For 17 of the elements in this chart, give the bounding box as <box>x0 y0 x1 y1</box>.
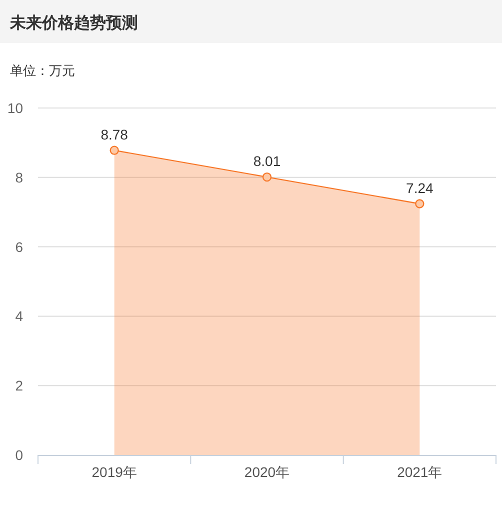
x-tick-label: 2020年 <box>244 464 290 480</box>
y-tick-label: 0 <box>15 447 24 463</box>
chart-subtitle: 单位：万元 <box>10 63 75 78</box>
y-tick-label: 2 <box>15 378 24 394</box>
y-tick-label: 10 <box>7 100 24 116</box>
chart-title: 未来价格趋势预测 <box>9 14 138 32</box>
y-tick-label: 4 <box>15 308 24 324</box>
point <box>415 199 424 208</box>
point <box>262 172 272 182</box>
x-tick-label: 2019年 <box>92 464 137 480</box>
data-label: 8.01 <box>253 153 281 170</box>
data-label: 7.24 <box>406 180 434 196</box>
y-tick-label: 6 <box>15 238 24 255</box>
x-tick-label: 2021年 <box>397 464 442 480</box>
y-tick-label: 8 <box>15 169 24 186</box>
point <box>110 146 119 155</box>
data-label: 8.78 <box>100 126 128 142</box>
